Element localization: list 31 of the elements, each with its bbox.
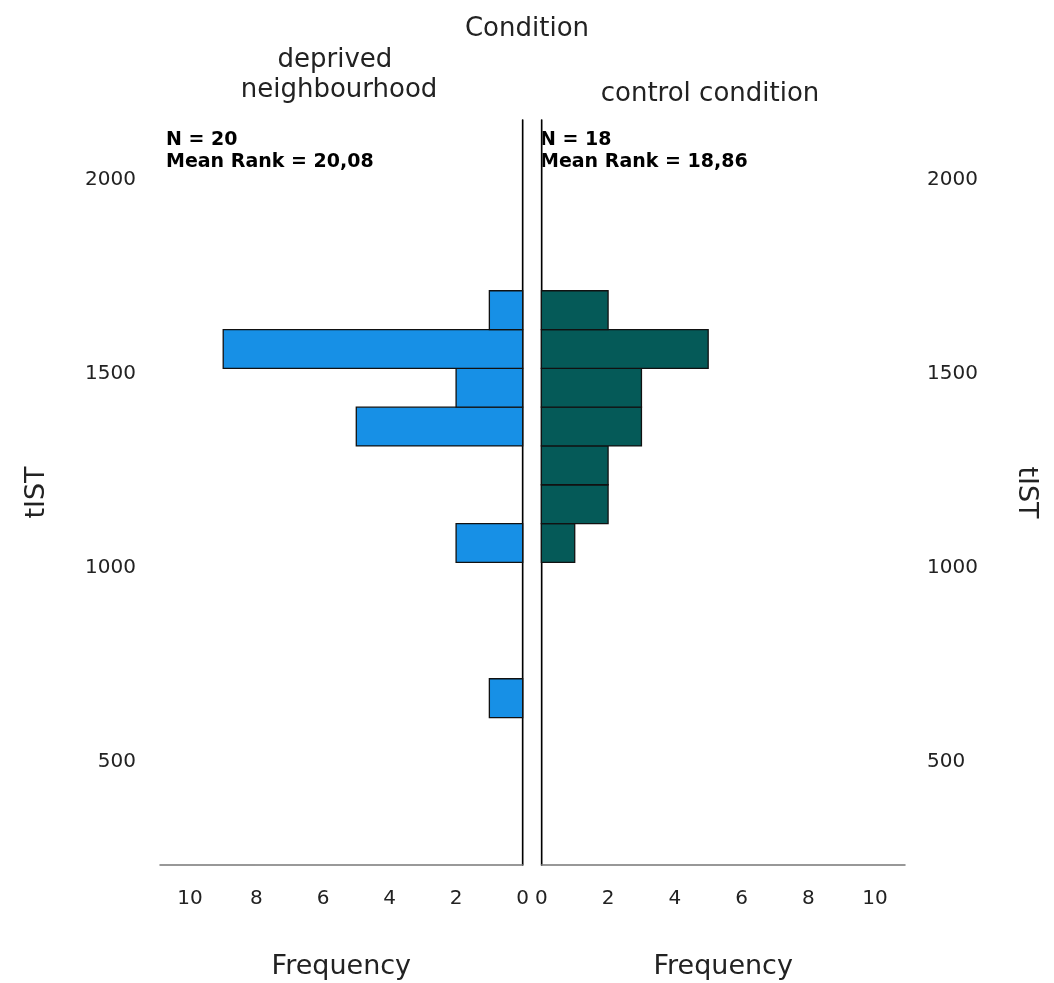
annotation: N = 20 bbox=[166, 126, 238, 149]
x-tick-label: 2 bbox=[601, 885, 615, 909]
x-tick-label: 8 bbox=[250, 885, 263, 909]
x-tick-label: 10 bbox=[177, 885, 203, 909]
annotation: N = 18 bbox=[540, 126, 612, 149]
y-tick-label: 1000 bbox=[85, 554, 136, 579]
x-tick-label: 6 bbox=[735, 885, 748, 909]
x-tick-label: 8 bbox=[801, 885, 815, 909]
x-tick-label: 0 bbox=[535, 885, 548, 909]
chart-subtitle: deprived neighbourhood bbox=[240, 43, 438, 103]
x-tick-label: 6 bbox=[316, 885, 330, 909]
y-tick-label: 1500 bbox=[927, 360, 978, 385]
y-tick-label: 500 bbox=[97, 748, 136, 773]
x-tick-label: 10 bbox=[862, 885, 888, 909]
chart-title: Condition bbox=[463, 12, 591, 42]
chart-subtitle: control condition bbox=[600, 77, 820, 107]
x-axis-title: Frequency bbox=[653, 949, 793, 980]
y-tick-label: 500 bbox=[927, 748, 966, 773]
y-tick-label: 2000 bbox=[85, 166, 136, 191]
y-tick-label: 1500 bbox=[85, 360, 136, 385]
y-tick-label: 2000 bbox=[927, 166, 978, 191]
x-tick-label: 4 bbox=[668, 885, 682, 909]
x-tick-label: 0 bbox=[516, 885, 529, 909]
x-axis-title: Frequency bbox=[271, 949, 412, 980]
y-axis-title: tIST bbox=[19, 465, 50, 519]
y-tick-label: 1000 bbox=[927, 554, 978, 579]
y-axis-title: tIST bbox=[1013, 466, 1044, 520]
annotation: Mean Rank = 18,86 bbox=[540, 148, 748, 171]
annotation: Mean Rank = 20,08 bbox=[166, 148, 374, 171]
x-tick-label: 2 bbox=[449, 885, 463, 909]
x-tick-label: 4 bbox=[383, 885, 396, 909]
